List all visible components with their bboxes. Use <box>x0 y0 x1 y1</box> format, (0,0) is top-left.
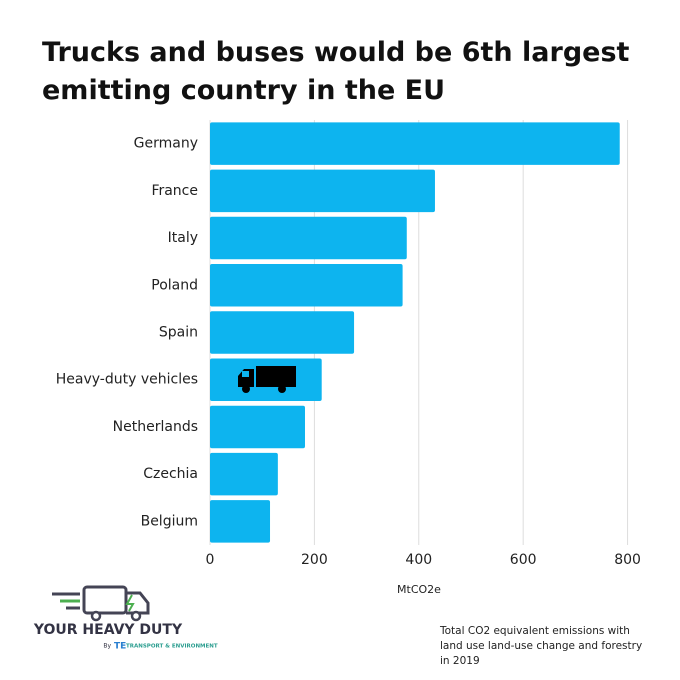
logo-truck <box>82 585 128 615</box>
x-tick-label: 600 <box>510 552 537 568</box>
truck-wheel <box>278 385 286 393</box>
y-tick-label: Spain <box>159 325 198 341</box>
y-tick-label: France <box>151 183 198 199</box>
bar <box>210 500 271 543</box>
x-tick-label: 0 <box>206 552 215 568</box>
chart-title: Trucks and buses would be 6th largest em… <box>42 37 630 106</box>
y-tick-label: Belgium <box>141 513 198 529</box>
logo-title: YOUR HEAVY DUTY <box>33 622 183 638</box>
y-tick-label: Poland <box>151 277 198 293</box>
x-tick-label: 200 <box>301 552 328 568</box>
logo-org: TRANSPORT & ENVIRONMENT <box>126 644 218 650</box>
bar <box>210 264 403 307</box>
bars <box>210 122 620 543</box>
note: Total CO2 equivalent emissions with land… <box>440 625 643 667</box>
logo-icon <box>52 585 150 622</box>
bar <box>210 311 355 354</box>
x-tick-label: 800 <box>614 552 641 568</box>
x-axis-label: MtCO2e <box>397 583 441 596</box>
y-tick-label: Heavy-duty vehicles <box>56 372 198 388</box>
y-tick-label: Czechia <box>143 466 198 482</box>
bar <box>210 169 435 213</box>
truck-wheel <box>242 385 250 393</box>
logo-bolt <box>125 594 135 612</box>
x-tick-label: 400 <box>405 552 432 568</box>
logo-wheel <box>130 610 142 622</box>
y-tick-label: Italy <box>168 230 198 246</box>
logo-by: By <box>103 643 111 650</box>
y-tick-label: Netherlands <box>113 419 198 435</box>
truck-window <box>242 371 249 377</box>
truck-icon <box>238 366 296 393</box>
bar <box>210 216 407 260</box>
bar <box>210 405 305 449</box>
logo-mark: TE <box>114 642 126 652</box>
y-tick-label: Germany <box>134 136 198 152</box>
bar <box>210 122 620 165</box>
bar <box>210 452 278 496</box>
truck-box <box>256 366 296 387</box>
logo-wheel <box>90 610 102 622</box>
logo-cab <box>126 591 150 615</box>
